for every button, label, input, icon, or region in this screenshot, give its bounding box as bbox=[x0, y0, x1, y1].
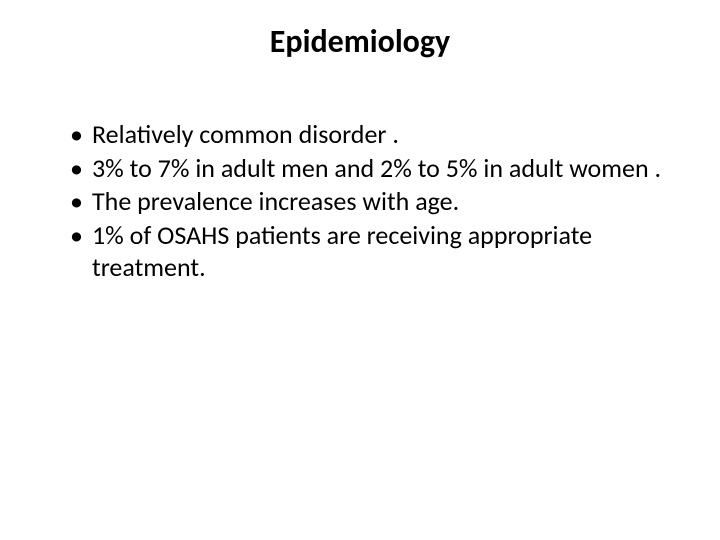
bullet-item: 3% to 7% in adult men and 2% to 5% in ad… bbox=[70, 153, 670, 185]
bullet-item: The prevalence increases with age. bbox=[70, 186, 670, 218]
slide: Epidemiology Relatively common disorder … bbox=[0, 0, 720, 540]
bullet-list: Relatively common disorder . 3% to 7% in… bbox=[50, 119, 670, 284]
bullet-item: 1% of OSAHS patients are receiving appro… bbox=[70, 220, 670, 283]
slide-title: Epidemiology bbox=[50, 22, 670, 61]
bullet-item: Relatively common disorder . bbox=[70, 119, 670, 151]
